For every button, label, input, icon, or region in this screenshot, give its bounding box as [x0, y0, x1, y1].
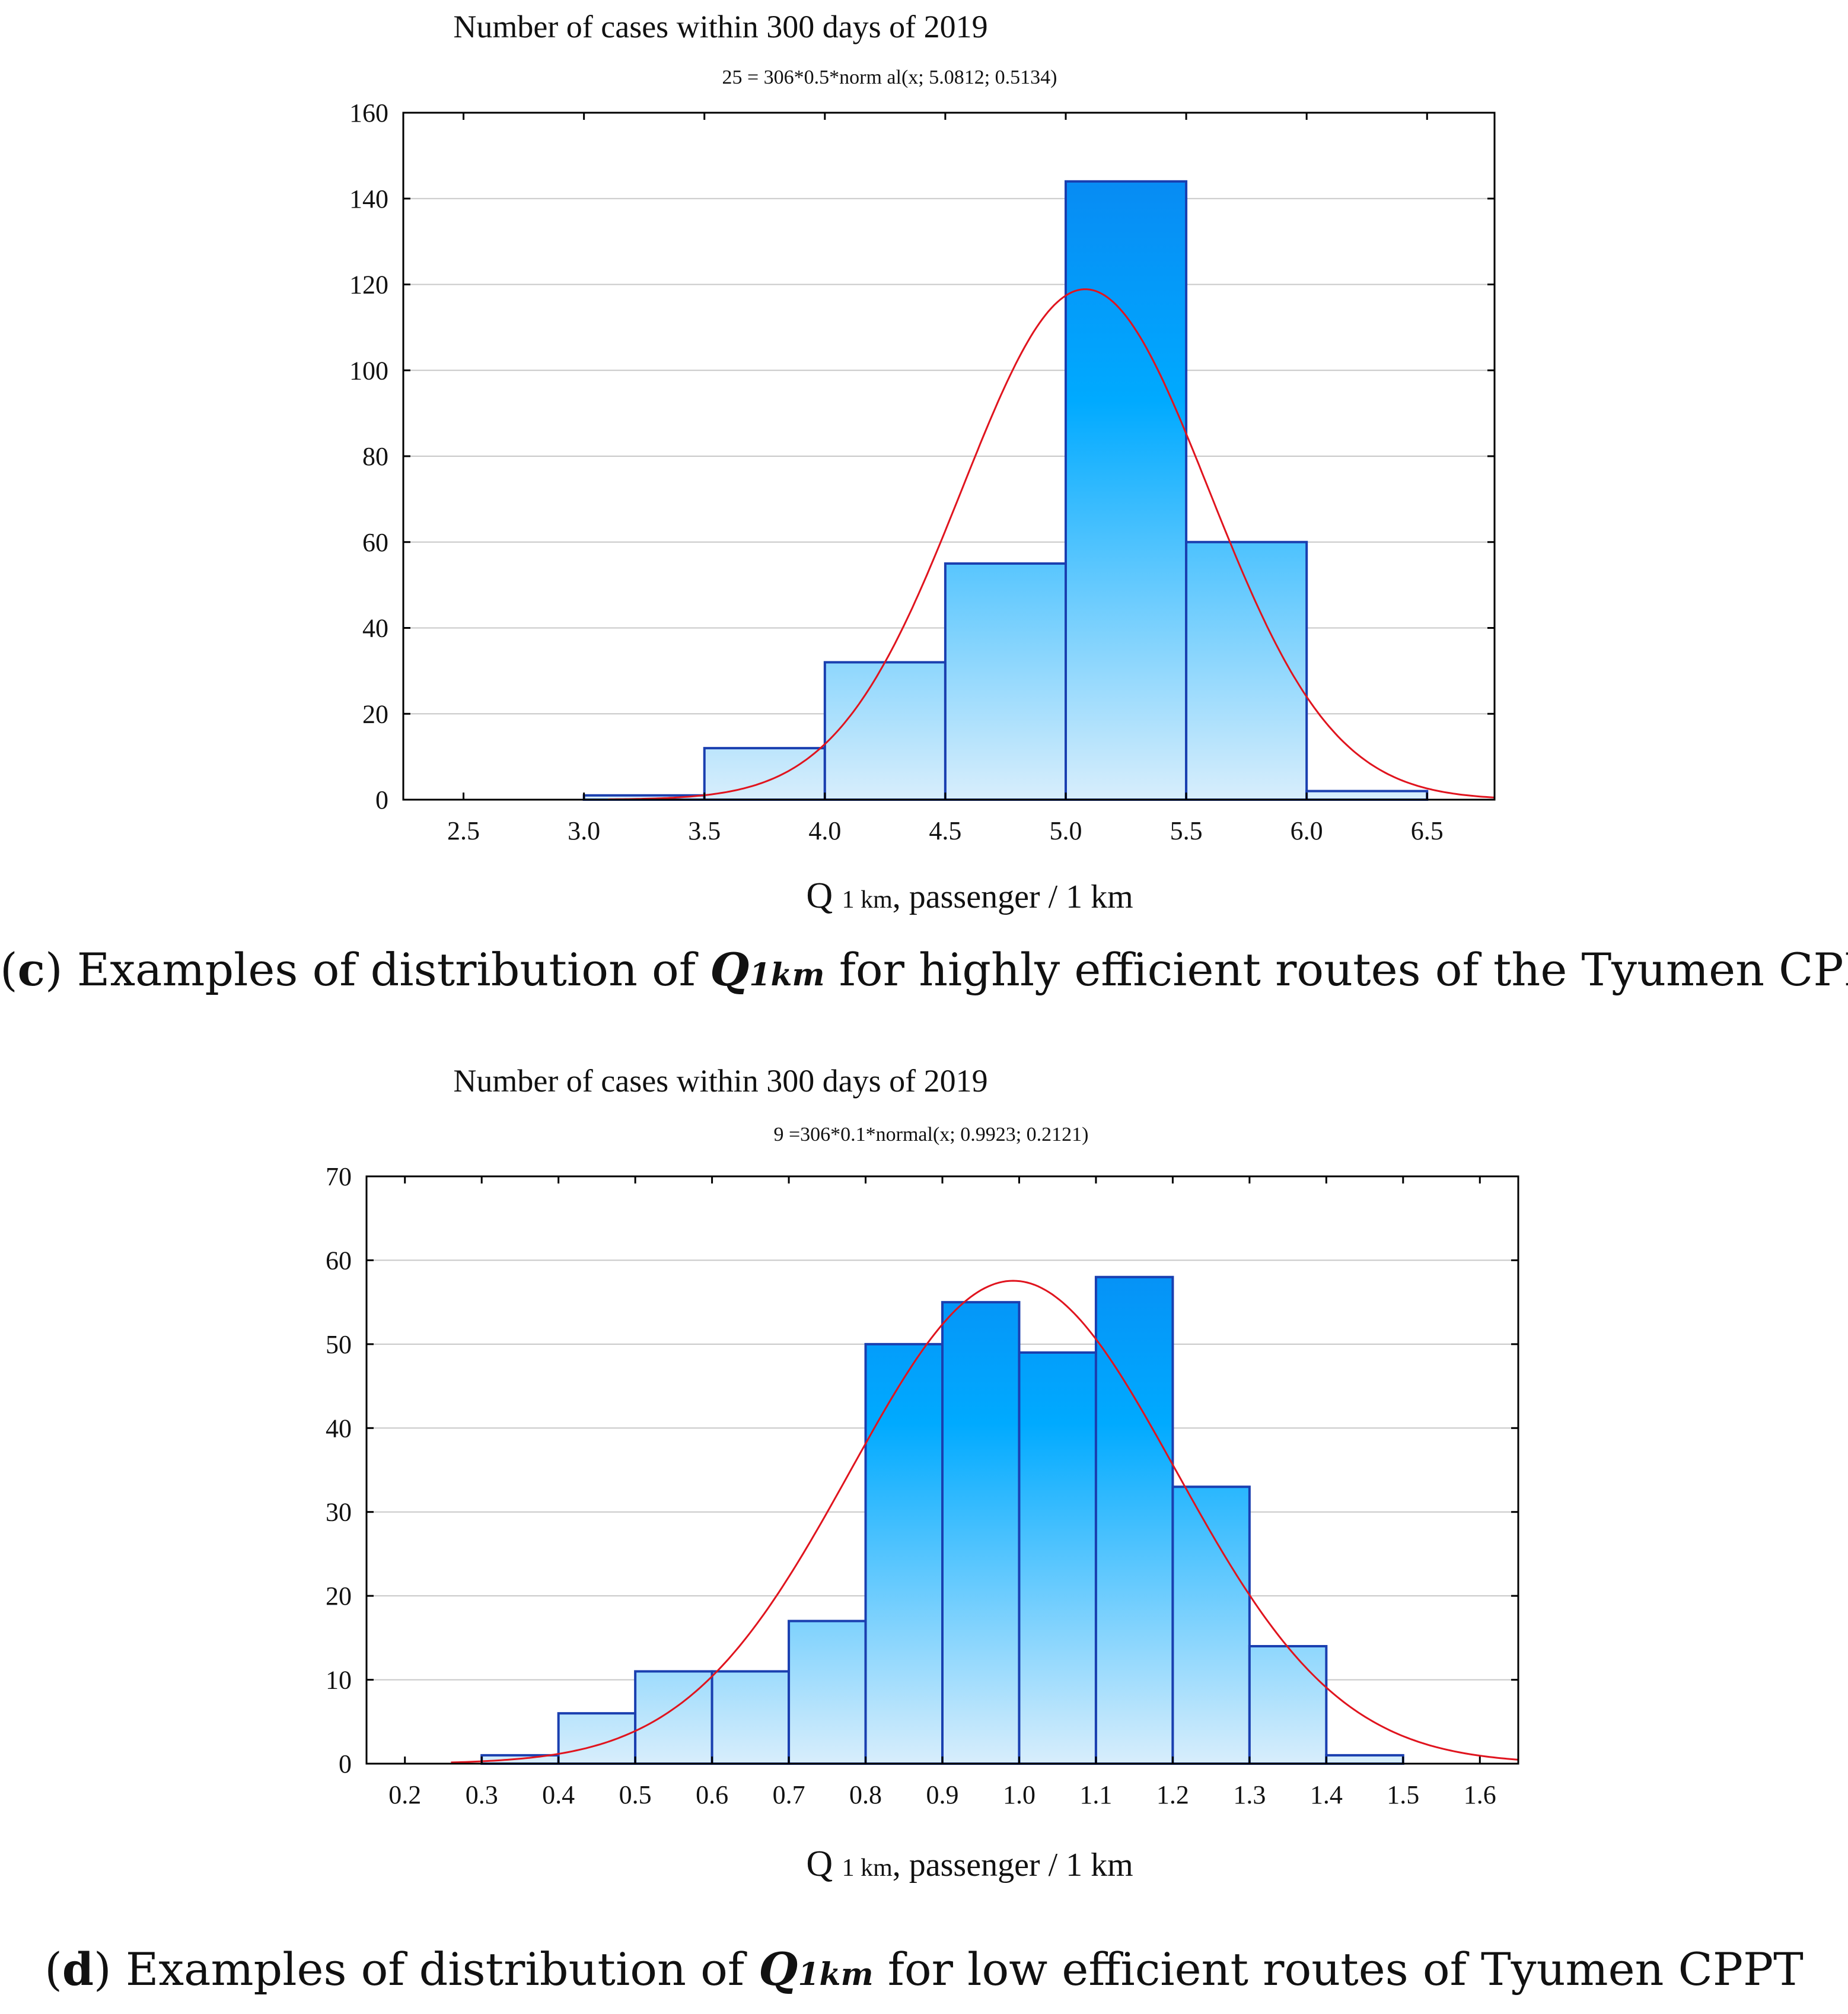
xtick-label-d-7: 0.9	[926, 1780, 959, 1809]
histogram-bar-d-11	[1325, 1754, 1404, 1765]
x-axis-label-d: Q 1 km, passenger / 1 km	[806, 1844, 1133, 1884]
ytick-label-c-2: 40	[362, 614, 388, 643]
histogram-bar-d-9	[1171, 1485, 1251, 1765]
x-axis-label-c: Q 1 km, passenger / 1 km	[806, 876, 1133, 916]
chart-title-d: Number of cases within 300 days of 2019	[453, 1063, 987, 1099]
ytick-label-d-3: 30	[326, 1498, 352, 1527]
histogram-bar-d-1	[557, 1712, 637, 1765]
caption-d: (d) Examples of distribution of Q1km for…	[44, 1943, 1804, 1996]
xtick-label-d-0: 0.2	[388, 1780, 421, 1809]
xtick-label-c-2: 3.5	[688, 816, 721, 845]
x-axis-label-rest-c: , passenger / 1 km	[893, 879, 1133, 915]
chart-subtitle-c: 25 = 306*0.5*norm al(x; 5.0812; 0.5134)	[722, 66, 1057, 88]
normal-fit-curve-c	[608, 288, 1495, 800]
xtick-label-d-5: 0.7	[773, 1780, 805, 1809]
xtick-label-c-3: 4.0	[808, 816, 841, 845]
xtick-label-c-0: 2.5	[447, 816, 480, 845]
caption-c-letter: c	[17, 943, 45, 996]
histogram-bar-c-2	[823, 661, 947, 801]
ytick-label-d-0: 0	[339, 1749, 352, 1778]
x-axis-label-sub-d: 1 km	[842, 1854, 893, 1882]
histogram-bar-d-8	[1094, 1275, 1174, 1765]
x-axis-label-rest-d: , passenger / 1 km	[893, 1847, 1133, 1883]
ytick-label-c-4: 80	[362, 442, 388, 471]
chart-title-c: Number of cases within 300 days of 2019	[453, 9, 987, 44]
ytick-label-c-0: 0	[375, 785, 388, 814]
x-axis-label-q-c: Q	[806, 876, 842, 916]
xtick-label-d-10: 1.2	[1156, 1780, 1189, 1809]
histogram-bar-c-4	[1064, 180, 1188, 801]
xtick-label-d-1: 0.3	[466, 1780, 498, 1809]
histogram-bar-d-2	[634, 1670, 713, 1765]
histogram-bar-d-7	[1018, 1351, 1097, 1765]
xtick-label-c-1: 3.0	[568, 816, 600, 845]
caption-d-letter: d	[62, 1943, 94, 1996]
histogram-bar-d-4	[788, 1620, 867, 1765]
xtick-label-d-14: 1.6	[1464, 1780, 1496, 1809]
caption-c-text-after: for highly efficient routes of the Tyume…	[824, 943, 1848, 996]
ytick-label-c-5: 100	[349, 356, 388, 385]
histogram-bar-c-5	[1185, 540, 1308, 801]
xtick-label-d-9: 1.1	[1079, 1780, 1112, 1809]
panel-c: Number of cases within 300 days of 2019 2…	[0, 9, 1848, 996]
histogram-bar-d-6	[941, 1301, 1021, 1765]
panel-d: Number of cases within 300 days of 2019 9…	[0, 1032, 1848, 2014]
caption-d-text-before: Examples of distribution of	[111, 1943, 759, 1996]
chart-subtitle-d: 9 =306*0.1*normal(x; 0.9923; 0.2121)	[773, 1124, 1088, 1146]
caption-c-q: Q	[710, 943, 750, 996]
caption-c: (c) Examples of distribution of Q1km for…	[0, 943, 1848, 996]
ytick-label-d-2: 20	[326, 1582, 352, 1611]
x-axis-label-q-d: Q	[806, 1844, 842, 1884]
histogram-bar-d-5	[864, 1342, 944, 1765]
xtick-label-d-6: 0.8	[849, 1780, 882, 1809]
xtick-label-d-12: 1.4	[1310, 1780, 1343, 1809]
caption-d-q: Q	[759, 1943, 798, 1996]
xtick-label-d-2: 0.4	[542, 1780, 575, 1809]
ytick-label-d-5: 50	[326, 1330, 352, 1359]
xtick-label-c-5: 5.0	[1049, 816, 1082, 845]
histogram-bar-c-6	[1305, 790, 1429, 801]
xtick-label-d-8: 1.0	[1003, 1780, 1035, 1809]
x-axis-label-sub-c: 1 km	[842, 886, 893, 914]
caption-d-text-after: for low efficient routes of Tyumen CPPT	[873, 1943, 1804, 1996]
histogram-bar-d-3	[710, 1670, 791, 1765]
ytick-label-d-6: 60	[326, 1246, 352, 1275]
ytick-label-c-7: 140	[349, 184, 388, 214]
xtick-label-c-6: 5.5	[1170, 816, 1203, 845]
ytick-label-c-3: 60	[362, 528, 388, 557]
xtick-label-c-7: 6.0	[1291, 816, 1323, 845]
caption-c-text-before: Examples of distribution of	[62, 943, 710, 996]
xtick-label-d-11: 1.3	[1233, 1780, 1266, 1809]
histogram-chart-d: Number of cases within 300 days of 2019 9…	[326, 1063, 1519, 1884]
xtick-label-c-8: 6.5	[1411, 816, 1444, 845]
ytick-label-c-1: 20	[362, 699, 388, 728]
xtick-label-d-4: 0.6	[696, 1780, 728, 1809]
histogram-chart-c: Number of cases within 300 days of 2019 2…	[349, 9, 1496, 916]
histogram-bar-c-3	[944, 562, 1067, 801]
xtick-label-d-3: 0.5	[619, 1780, 652, 1809]
caption-d-q-sub: 1km	[798, 1956, 874, 1993]
ytick-label-d-1: 10	[326, 1666, 352, 1695]
normal-fit-curve-d	[451, 1280, 1519, 1764]
ytick-label-c-8: 160	[349, 98, 388, 128]
ytick-label-d-4: 40	[326, 1414, 352, 1443]
ytick-label-d-7: 70	[326, 1162, 352, 1191]
xtick-label-d-13: 1.5	[1387, 1780, 1419, 1809]
ytick-label-c-6: 120	[349, 271, 388, 300]
caption-c-q-sub: 1km	[749, 957, 825, 993]
histogram-bar-d-10	[1248, 1645, 1328, 1765]
xtick-label-c-4: 4.5	[929, 816, 961, 845]
